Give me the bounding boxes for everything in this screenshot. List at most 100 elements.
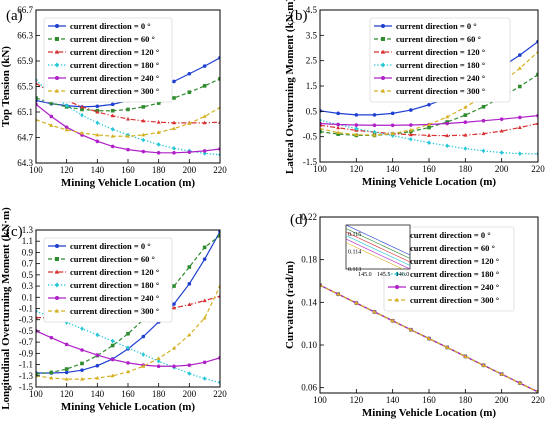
data-point xyxy=(172,126,176,131)
data-point xyxy=(172,120,176,125)
data-point xyxy=(187,71,192,76)
data-point xyxy=(372,113,377,117)
y-tick-label: -0.5 xyxy=(303,132,318,142)
legend: current direction = 0 ° current direction… xyxy=(369,17,511,103)
x-tick-label: 200 xyxy=(183,389,197,399)
y-tick-label: 4.5 xyxy=(306,5,318,15)
data-point xyxy=(126,107,130,112)
data-point xyxy=(141,334,146,339)
data-point xyxy=(408,127,413,132)
data-point xyxy=(218,77,220,81)
data-point xyxy=(517,66,522,70)
legend-swatch-marker xyxy=(381,62,385,68)
legend-entry: current direction = 0 ° xyxy=(410,230,491,240)
y-tick-label: 0.5 xyxy=(22,270,34,280)
legend-swatch-marker xyxy=(380,88,386,93)
data-point xyxy=(49,114,54,119)
data-point xyxy=(110,102,115,107)
data-point xyxy=(408,327,413,332)
y-tick-label: 1.1 xyxy=(22,236,33,246)
data-point xyxy=(80,326,84,332)
data-point xyxy=(64,342,69,347)
inset-series-line xyxy=(346,242,404,269)
y-tick-label: 64.7 xyxy=(17,133,33,143)
legend-entry: current direction = 180 ° xyxy=(410,269,499,279)
y-tick-label: -1.3 xyxy=(19,371,34,381)
data-point xyxy=(336,291,341,296)
legend-entry: current direction = 60 ° xyxy=(396,34,481,44)
legend-swatch-marker xyxy=(55,76,59,80)
y-tick-label: 0.9 xyxy=(22,247,34,257)
data-point xyxy=(110,373,115,378)
inset-x-tick-label: 146.0 xyxy=(396,272,410,278)
x-tick-label: 160 xyxy=(422,164,436,174)
x-tick-label: 220 xyxy=(213,165,227,175)
data-point xyxy=(141,118,146,123)
x-tick-label: 120 xyxy=(350,164,364,174)
series-4 xyxy=(36,102,220,155)
legend-entry: current direction = 240 ° xyxy=(70,73,159,83)
data-point xyxy=(156,120,161,124)
legend-swatch-marker xyxy=(55,244,59,248)
legend: current direction = 0 ° current direction… xyxy=(43,17,173,103)
x-axis-label: Mining Vehicle Location (m) xyxy=(362,407,496,419)
data-point xyxy=(354,123,359,127)
data-point xyxy=(172,305,176,310)
data-point xyxy=(80,348,84,352)
data-point xyxy=(110,343,115,348)
data-point xyxy=(481,131,486,136)
data-point xyxy=(156,364,161,369)
x-tick-label: 160 xyxy=(121,389,135,399)
data-point xyxy=(427,122,431,126)
y-tick-label: -0.5 xyxy=(19,326,34,336)
data-point xyxy=(187,371,192,376)
data-point xyxy=(390,318,395,323)
legend: current direction = 0 ° current direction… xyxy=(43,237,173,323)
inset-x-tick-label: 145.0 xyxy=(358,272,372,278)
data-point xyxy=(202,360,207,365)
data-point xyxy=(126,361,130,365)
y-tick-label: 66.3 xyxy=(17,31,33,41)
data-point xyxy=(536,72,538,77)
y-tick-label: -1.5 xyxy=(19,382,34,392)
legend-entry: current direction = 120 ° xyxy=(70,47,159,57)
data-point xyxy=(110,357,115,362)
series-5 xyxy=(36,283,220,381)
data-point xyxy=(64,125,69,130)
y-axis-label: Curvature (rad/m) xyxy=(284,261,296,349)
data-point xyxy=(336,132,340,136)
data-point xyxy=(156,356,161,360)
data-point xyxy=(172,364,176,369)
y-tick-label: -0.3 xyxy=(19,315,34,325)
data-point xyxy=(372,132,377,137)
data-point xyxy=(172,151,176,155)
data-point xyxy=(95,332,100,338)
data-point xyxy=(95,375,100,380)
data-point xyxy=(156,358,161,364)
inset-series-line xyxy=(346,235,410,266)
x-tick-label: 200 xyxy=(495,395,509,405)
legend-swatch-marker xyxy=(54,88,60,93)
data-point xyxy=(427,133,431,137)
data-point xyxy=(336,130,341,135)
data-point xyxy=(463,113,468,117)
panel-a: 100 120 140 160 180 200 220 64.3 64.7 65.1 65.5 65.… xyxy=(0,5,227,189)
data-point xyxy=(141,364,146,368)
data-point xyxy=(499,150,504,155)
data-point xyxy=(202,64,207,68)
data-point xyxy=(518,151,522,156)
x-tick-label: 100 xyxy=(29,165,43,175)
data-point xyxy=(499,117,504,121)
series-5 xyxy=(36,105,220,138)
data-point xyxy=(372,129,377,135)
data-point xyxy=(110,144,115,149)
y-tick-label: 3.5 xyxy=(306,30,318,40)
x-tick-label: 140 xyxy=(386,395,400,405)
y-tick-label: -1.5 xyxy=(303,157,318,167)
data-point xyxy=(126,147,130,152)
y-tick-label: 0.7 xyxy=(22,259,34,269)
x-tick-label: 200 xyxy=(495,164,509,174)
data-point xyxy=(445,345,450,349)
y-tick-label: -0.1 xyxy=(19,304,33,314)
x-tick-label: 100 xyxy=(313,164,327,174)
